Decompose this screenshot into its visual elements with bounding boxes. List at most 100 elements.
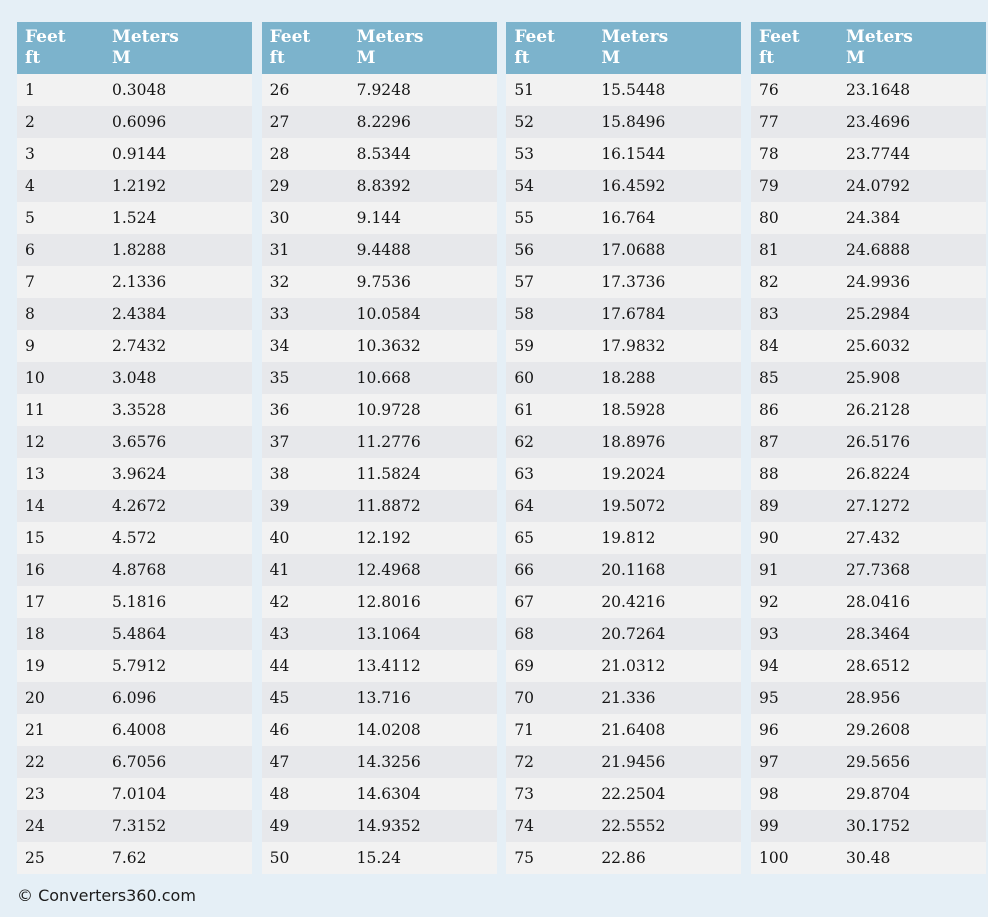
meters-value: 11.5824	[356, 465, 421, 483]
meters-value: 30.1752	[845, 817, 911, 835]
table-header: Feet ft Meters M	[17, 22, 252, 74]
meters-value: 29.2608	[845, 721, 911, 739]
feet-value: 8	[25, 305, 35, 323]
table-row: 85 25.908	[750, 362, 986, 394]
meters-value: 10.0584	[356, 305, 421, 323]
feet-value: 17	[25, 593, 45, 611]
feet-value: 13	[25, 465, 45, 483]
meters-value: 13.4112	[356, 657, 421, 675]
meters-value: 27.1272	[845, 497, 911, 515]
meters-value: 7.62	[112, 849, 147, 867]
meters-value: 2.1336	[112, 273, 167, 291]
meters-value: 24.9936	[845, 273, 911, 291]
meters-value: 21.0312	[601, 657, 666, 675]
meters-value: 27.432	[845, 529, 901, 547]
meters-value: 15.5448	[601, 81, 666, 99]
feet-value: 95	[758, 689, 779, 707]
meters-value: 23.1648	[845, 81, 911, 99]
feet-value: 49	[269, 817, 290, 835]
meters-value: 18.5928	[601, 401, 666, 419]
table-header: Feet ft Meters M	[261, 22, 497, 74]
feet-to-meters-table-4: Feet ft Meters M 76 23.1648 77 23.4696 78 23.…	[750, 22, 986, 874]
table-row: 27 8.2296	[261, 106, 497, 138]
feet-header: Feet ft	[506, 27, 601, 69]
meters-value: 20.1168	[601, 561, 666, 579]
meters-value: 29.5656	[845, 753, 911, 771]
meters-header-unit: M	[356, 48, 376, 68]
table-row: 74 22.5552	[506, 810, 742, 842]
table-row: 21 6.4008	[17, 714, 252, 746]
feet-header-unit: ft	[758, 48, 775, 68]
feet-value: 86	[758, 401, 779, 419]
feet-header: Feet ft	[262, 27, 357, 69]
meters-value: 27.7368	[845, 561, 911, 579]
meters-value: 28.6512	[845, 657, 911, 675]
feet-value: 92	[758, 593, 779, 611]
table-row: 66 20.1168	[506, 554, 742, 586]
feet-value: 73	[514, 785, 535, 803]
table-row: 15 4.572	[17, 522, 252, 554]
meters-value: 9.7536	[356, 273, 411, 291]
feet-value: 18	[25, 625, 45, 643]
meters-value: 28.3464	[845, 625, 911, 643]
meters-header: Meters M	[601, 27, 741, 69]
meters-value: 8.8392	[356, 177, 411, 195]
meters-header: Meters M	[846, 27, 986, 69]
meters-value: 11.8872	[356, 497, 421, 515]
feet-value: 68	[514, 625, 535, 643]
table-row: 72 21.9456	[506, 746, 742, 778]
feet-value: 3	[25, 145, 35, 163]
meters-value: 20.4216	[601, 593, 666, 611]
meters-header-unit: M	[845, 48, 865, 68]
feet-value: 21	[25, 721, 45, 739]
meters-value: 5.1816	[112, 593, 167, 611]
meters-value: 9.4488	[356, 241, 411, 259]
table-body: 1 0.3048 2 0.6096 3 0.9144 4 1.2192 5 1.524 6 1.828…	[17, 74, 252, 874]
meters-header: Meters M	[112, 27, 252, 69]
table-row: 54 16.4592	[506, 170, 742, 202]
table-row: 78 23.7744	[750, 138, 986, 170]
meters-value: 1.524	[112, 209, 157, 227]
meters-value: 3.3528	[112, 401, 167, 419]
table-row: 34 10.3632	[261, 330, 497, 362]
table-row: 69 21.0312	[506, 650, 742, 682]
feet-value: 81	[758, 241, 779, 259]
meters-value: 22.86	[601, 849, 646, 867]
meters-value: 4.8768	[112, 561, 167, 579]
feet-value: 74	[514, 817, 535, 835]
meters-header-title: Meters	[112, 27, 179, 47]
table-body: 51 15.5448 52 15.8496 53 16.1544 54 16.4592 55 16…	[506, 74, 742, 874]
feet-value: 88	[758, 465, 779, 483]
feet-value: 35	[269, 369, 290, 387]
feet-value: 42	[269, 593, 290, 611]
table-row: 77 23.4696	[750, 106, 986, 138]
table-row: 8 2.4384	[17, 298, 252, 330]
table-row: 14 4.2672	[17, 490, 252, 522]
meters-header-title: Meters	[845, 27, 913, 47]
table-row: 36 10.9728	[261, 394, 497, 426]
feet-value: 91	[758, 561, 779, 579]
feet-header-title: Feet	[25, 27, 66, 47]
table-row: 57 17.3736	[506, 266, 742, 298]
meters-value: 17.0688	[601, 241, 666, 259]
feet-value: 41	[269, 561, 290, 579]
feet-value: 40	[269, 529, 290, 547]
feet-value: 9	[25, 337, 35, 355]
table-row: 2 0.6096	[17, 106, 252, 138]
meters-value: 17.3736	[601, 273, 666, 291]
table-row: 13 3.9624	[17, 458, 252, 490]
feet-value: 98	[758, 785, 779, 803]
feet-value: 89	[758, 497, 779, 515]
table-row: 31 9.4488	[261, 234, 497, 266]
table-row: 61 18.5928	[506, 394, 742, 426]
feet-value: 54	[514, 177, 535, 195]
feet-value: 4	[25, 177, 35, 195]
table-row: 29 8.8392	[261, 170, 497, 202]
table-row: 44 13.4112	[261, 650, 497, 682]
table-row: 64 19.5072	[506, 490, 742, 522]
meters-value: 13.1064	[356, 625, 421, 643]
table-row: 32 9.7536	[261, 266, 497, 298]
meters-value: 16.764	[601, 209, 656, 227]
table-row: 16 4.8768	[17, 554, 252, 586]
table-row: 98 29.8704	[750, 778, 986, 810]
